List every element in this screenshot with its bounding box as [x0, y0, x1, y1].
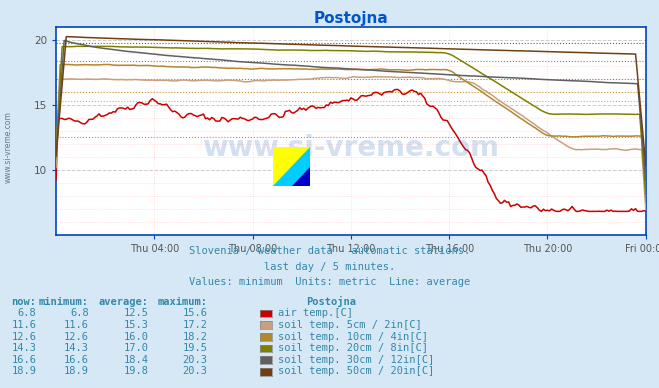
- Text: 20.3: 20.3: [183, 366, 208, 376]
- Text: Slovenia / weather data - automatic stations.: Slovenia / weather data - automatic stat…: [189, 246, 470, 256]
- Text: 17.0: 17.0: [123, 343, 148, 353]
- Text: maximum:: maximum:: [158, 296, 208, 307]
- Text: air temp.[C]: air temp.[C]: [278, 308, 353, 318]
- Text: 15.6: 15.6: [183, 308, 208, 318]
- Text: now:: now:: [11, 296, 36, 307]
- Text: 11.6: 11.6: [11, 320, 36, 330]
- Text: 19.8: 19.8: [123, 366, 148, 376]
- Text: Values: minimum  Units: metric  Line: average: Values: minimum Units: metric Line: aver…: [189, 277, 470, 287]
- Polygon shape: [273, 147, 310, 186]
- Text: 16.6: 16.6: [11, 355, 36, 365]
- Text: 12.6: 12.6: [11, 331, 36, 341]
- Text: soil temp. 50cm / 20in[C]: soil temp. 50cm / 20in[C]: [278, 366, 434, 376]
- Text: soil temp. 30cm / 12in[C]: soil temp. 30cm / 12in[C]: [278, 355, 434, 365]
- Text: Postojna: Postojna: [306, 296, 357, 307]
- Text: www.si-vreme.com: www.si-vreme.com: [202, 133, 500, 161]
- Polygon shape: [291, 167, 310, 186]
- Text: average:: average:: [98, 296, 148, 307]
- Text: last day / 5 minutes.: last day / 5 minutes.: [264, 262, 395, 272]
- Text: soil temp. 5cm / 2in[C]: soil temp. 5cm / 2in[C]: [278, 320, 422, 330]
- Text: 18.9: 18.9: [11, 366, 36, 376]
- Text: 19.5: 19.5: [183, 343, 208, 353]
- Text: 12.5: 12.5: [123, 308, 148, 318]
- Text: soil temp. 10cm / 4in[C]: soil temp. 10cm / 4in[C]: [278, 331, 428, 341]
- Text: minimum:: minimum:: [39, 296, 89, 307]
- Text: 6.8: 6.8: [71, 308, 89, 318]
- Text: 6.8: 6.8: [18, 308, 36, 318]
- Text: 12.6: 12.6: [64, 331, 89, 341]
- Text: 18.9: 18.9: [64, 366, 89, 376]
- Text: 16.6: 16.6: [64, 355, 89, 365]
- Text: 18.2: 18.2: [183, 331, 208, 341]
- Text: www.si-vreme.com: www.si-vreme.com: [3, 111, 13, 184]
- Text: 18.4: 18.4: [123, 355, 148, 365]
- Text: 14.3: 14.3: [64, 343, 89, 353]
- Polygon shape: [273, 147, 310, 186]
- Text: 14.3: 14.3: [11, 343, 36, 353]
- Text: 15.3: 15.3: [123, 320, 148, 330]
- Text: soil temp. 20cm / 8in[C]: soil temp. 20cm / 8in[C]: [278, 343, 428, 353]
- Text: 20.3: 20.3: [183, 355, 208, 365]
- Text: 16.0: 16.0: [123, 331, 148, 341]
- Text: 17.2: 17.2: [183, 320, 208, 330]
- Title: Postojna: Postojna: [314, 11, 388, 26]
- Text: 11.6: 11.6: [64, 320, 89, 330]
